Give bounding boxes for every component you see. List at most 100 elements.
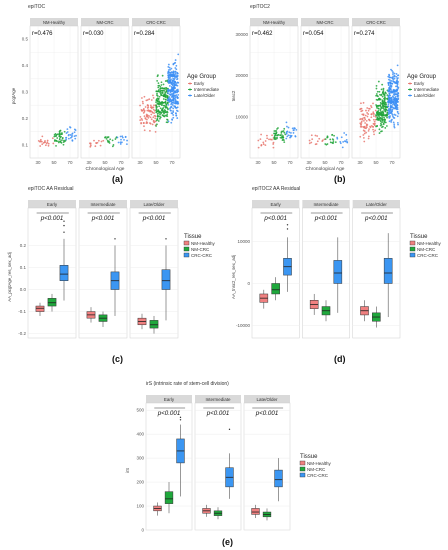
data-point [266,134,268,137]
data-point [368,118,370,121]
data-point [172,79,175,82]
data-point [287,126,290,129]
p-value-label: p<0.001 [40,215,64,222]
data-point [125,143,128,146]
data-point [388,110,391,113]
x-tick-label: 70 [169,160,175,165]
data-point [380,117,383,120]
data-point [160,94,163,96]
data-point [44,144,47,147]
data-point [381,91,384,94]
data-point [387,109,390,112]
data-point [374,122,376,125]
legend-swatch [409,246,416,252]
data-point [394,100,397,103]
data-point [393,123,396,126]
data-point [109,138,112,141]
data-point [311,138,314,141]
facet-label: Late/Older [366,202,388,207]
data-point [69,134,72,136]
data-point [157,98,160,101]
data-point [391,108,394,111]
data-point [162,104,165,107]
data-point [155,105,158,108]
data-point [175,112,177,115]
facet-panel [251,207,300,339]
data-point [339,142,342,145]
data-point [383,101,385,104]
data-point [396,108,399,111]
r-label: r=0.030 [83,31,104,37]
data-point [389,102,392,105]
legend-item: NM-CRC [417,247,436,252]
data-point [69,136,72,139]
facet-label: Intermediate [313,202,339,207]
data-point [152,96,155,99]
data-point [395,81,398,84]
data-point [393,77,396,80]
data-point [388,99,391,102]
data-point [93,139,95,142]
data-point [177,93,180,96]
data-point [159,102,162,105]
legend-swatch [409,240,416,246]
data-point [157,90,160,93]
data-point [392,96,395,99]
data-point [364,122,367,124]
legend-swatch [189,94,191,97]
facet-strip [252,200,300,208]
data-point [168,85,171,87]
data-point [120,141,123,144]
data-point [167,98,170,100]
data-point [292,129,295,132]
data-point [390,68,392,71]
panel-title: epiTOC2 AA Residual [252,186,300,192]
data-point [154,117,157,120]
legend-item: NM-Healthy [191,241,216,246]
data-point [167,92,169,95]
data-point [381,83,384,86]
data-point [40,140,43,143]
data-point [369,126,372,129]
data-point [283,141,286,144]
data-point [334,141,337,144]
data-point [106,136,109,139]
legend-item: NM-Healthy [417,241,442,246]
data-point [164,80,167,82]
data-point [153,109,156,112]
data-point [121,136,124,139]
data-point [152,116,155,119]
data-point [172,101,175,104]
data-point [372,130,375,133]
legend-item: CRC-CRC [191,253,213,258]
data-point [170,88,173,91]
data-point [172,94,174,97]
data-point [74,137,77,140]
data-point [167,69,170,71]
p-value-label: p<0.001 [263,215,287,222]
data-point [393,117,396,119]
box-nm_crc [149,320,159,329]
data-point [377,107,380,110]
data-point [391,103,394,106]
data-point [160,104,163,106]
data-point [162,115,165,118]
data-point [397,94,400,97]
data-point [396,80,399,83]
data-point [158,91,161,93]
data-point [100,140,103,143]
facet-strip [132,18,180,26]
data-point [164,101,166,104]
y-tick-label: 500 [136,408,144,413]
data-point [397,112,400,115]
data-point [387,105,389,107]
data-point [282,136,285,139]
data-point [160,81,163,84]
data-point [373,133,375,136]
x-tick-label: 50 [373,160,379,165]
y-axis-label: irS [125,468,130,473]
data-point [383,97,385,100]
data-point [160,89,163,92]
data-point [143,129,146,132]
data-point [148,98,151,101]
